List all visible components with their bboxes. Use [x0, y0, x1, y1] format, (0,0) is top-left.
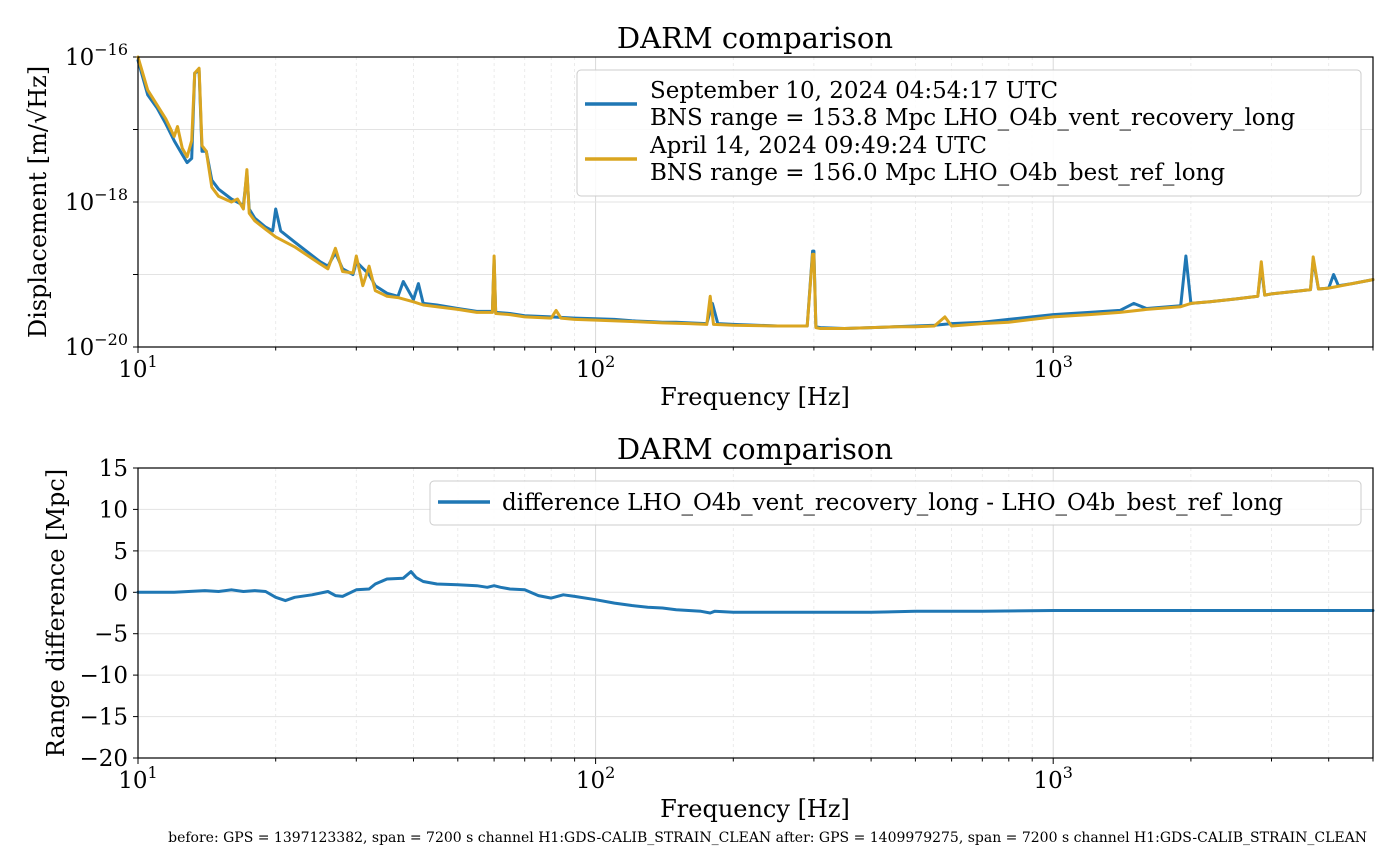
bottom-x-tick-label: 102	[576, 763, 615, 794]
bottom-y-tick-label: −5	[94, 622, 128, 648]
bottom-y-tick-label: −15	[79, 705, 128, 731]
bottom-panel: DARM comparison 101 102 103 15 10 5 0 −5 −10 −15…	[42, 432, 1375, 823]
top-x-axis-label: Frequency [Hz]	[660, 383, 850, 411]
top-y-tick-label: 10−16	[65, 40, 128, 71]
top-y-axis-label: Displacement [m/√Hz]	[24, 66, 52, 338]
top-x-tick-label: 103	[1033, 352, 1072, 383]
bottom-y-tick-label: 10	[99, 497, 128, 523]
bottom-y-tick-label: 15	[99, 456, 128, 482]
top-legend-series-2-line-2: BNS range = 156.0 Mpc LHO_O4b_best_ref_l…	[650, 160, 1225, 186]
bottom-y-tick-label: −20	[79, 746, 128, 772]
top-legend-series-1-line-2: BNS range = 153.8 Mpc LHO_O4b_vent_recov…	[650, 105, 1295, 131]
top-series-group	[136, 55, 1375, 330]
top-x-tick-labels: 101 102 103	[118, 352, 1073, 383]
top-y-tick-label: 10−20	[65, 330, 128, 361]
top-y-tick-label: 10−18	[65, 185, 128, 216]
bottom-x-tick-label: 103	[1033, 763, 1072, 794]
bottom-y-tick-label: 5	[113, 539, 128, 565]
bottom-series-group	[136, 570, 1375, 615]
bottom-y-tick-labels: 15 10 5 0 −5 −10 −15 −20	[79, 456, 128, 772]
bottom-legend-box	[429, 480, 1362, 526]
bottom-x-tick-label: 101	[118, 763, 157, 794]
bottom-y-axis-label: Range difference [Mpc]	[42, 469, 70, 757]
footer-note: before: GPS = 1397123382, span = 7200 s …	[168, 830, 1367, 846]
top-plot-frame	[137, 56, 1374, 348]
top-legend[interactable]: September 10, 2024 04:54:17 UTC BNS rang…	[576, 69, 1362, 197]
bottom-series-line-1	[136, 570, 1375, 615]
bottom-x-tick-labels: 101 102 103	[118, 763, 1073, 794]
bottom-plot-frame	[137, 467, 1374, 759]
bottom-legend[interactable]: difference LHO_O4b_vent_recovery_long - …	[429, 480, 1362, 526]
top-legend-box	[576, 69, 1362, 197]
top-series-line-2	[136, 55, 1375, 330]
bottom-y-tick-label: −10	[79, 663, 128, 689]
top-panel: DARM comparison 101 102 103 10−16 10−18 10−2…	[24, 21, 1375, 411]
top-y-tick-labels: 10−16 10−18 10−20	[65, 40, 128, 361]
bottom-legend-series-1: difference LHO_O4b_vent_recovery_long - …	[502, 490, 1283, 516]
bottom-y-tick-label: 0	[113, 580, 128, 606]
bottom-x-axis-label: Frequency [Hz]	[660, 795, 850, 823]
top-x-tick-label: 101	[118, 352, 157, 383]
top-legend-series-2-line-1: April 14, 2024 09:49:24 UTC	[649, 133, 987, 159]
top-chart-title: DARM comparison	[617, 21, 893, 55]
bottom-chart-title: DARM comparison	[617, 432, 893, 466]
top-x-tick-label: 102	[576, 352, 615, 383]
top-legend-series-1-line-1: September 10, 2024 04:54:17 UTC	[650, 78, 1058, 104]
